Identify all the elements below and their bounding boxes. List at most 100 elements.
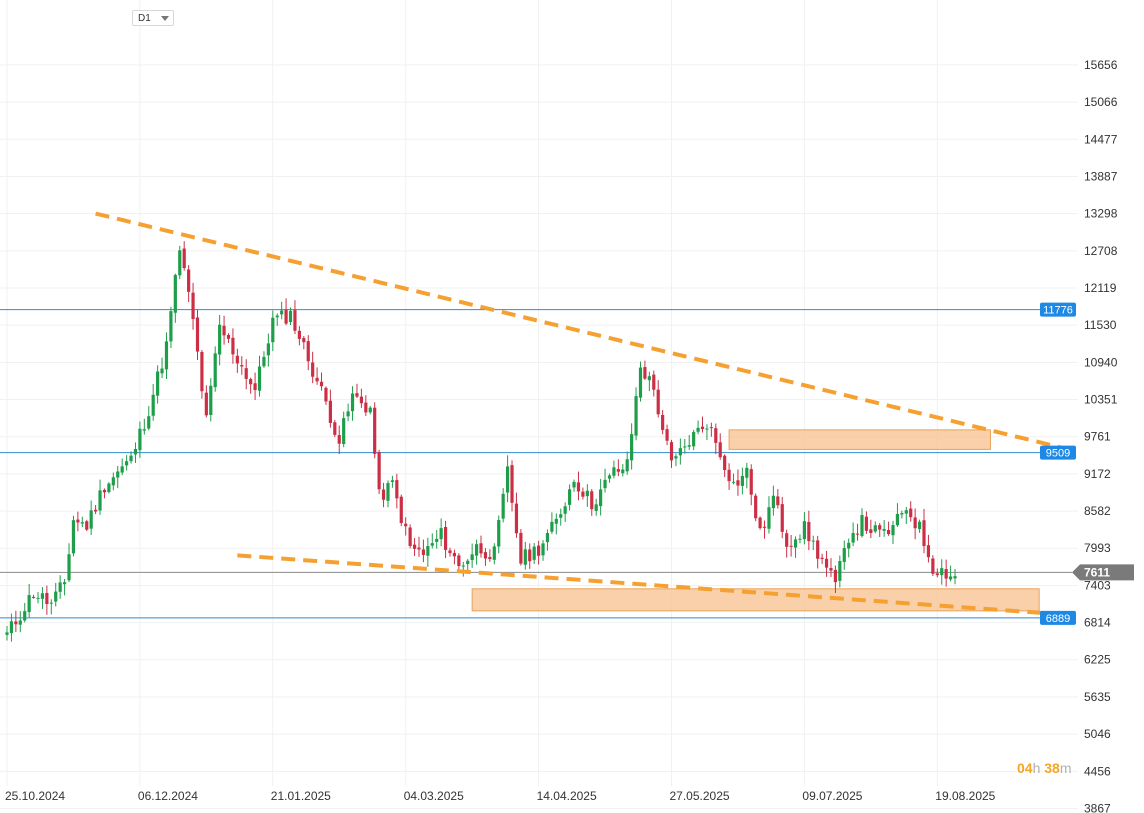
candle-body	[851, 533, 855, 543]
candle-body	[514, 503, 519, 534]
candles	[5, 241, 957, 642]
candle-body	[470, 554, 474, 561]
candle-body	[647, 376, 651, 381]
countdown-minutes: 38	[1044, 760, 1060, 776]
candle-body	[762, 526, 767, 528]
x-tick-label: 14.04.2025	[537, 789, 597, 803]
zones	[471, 429, 1040, 612]
candle-body	[749, 469, 753, 495]
candle-body	[510, 465, 514, 503]
candle-body	[940, 568, 944, 576]
candle-body	[771, 495, 775, 509]
candle-body	[718, 442, 722, 458]
y-tick-label: 6814	[1084, 616, 1111, 630]
candle-body	[23, 611, 27, 621]
candle-body	[474, 544, 479, 556]
candle-countdown: 04h 38m	[1017, 760, 1072, 776]
candle-body	[390, 480, 395, 482]
candle-body	[178, 250, 182, 276]
candle-body	[412, 544, 417, 549]
candle-body	[328, 400, 332, 423]
candle-body	[386, 483, 390, 501]
candle-body	[271, 317, 275, 343]
candle-body	[182, 248, 186, 269]
candle-body	[705, 428, 709, 430]
candle-body	[519, 532, 523, 564]
candle-body	[505, 466, 510, 493]
candle-body	[395, 480, 399, 499]
candle-body	[187, 269, 191, 292]
candle-body	[607, 475, 612, 479]
candle-body	[700, 426, 705, 430]
y-tick-label: 3867	[1084, 801, 1111, 813]
candle-body	[125, 461, 129, 466]
candle-body	[674, 456, 678, 459]
candle-body	[559, 514, 563, 518]
candle-body	[488, 556, 492, 560]
candle-body	[448, 550, 452, 554]
trendline	[237, 553, 1049, 616]
candle-body	[572, 481, 576, 488]
candle-body	[457, 555, 461, 567]
candle-body	[408, 527, 412, 546]
candle-body	[798, 538, 802, 540]
candle-body	[727, 469, 731, 482]
candle-body	[492, 546, 496, 560]
candle-body	[545, 532, 550, 543]
candle-body	[652, 374, 656, 390]
horizontal-levels	[0, 309, 1072, 619]
candle-body	[319, 381, 324, 387]
candle-body	[807, 521, 811, 542]
y-tick-label: 5635	[1084, 690, 1111, 704]
candle-body	[120, 466, 124, 473]
candle-body	[426, 545, 430, 556]
candle-body	[656, 389, 660, 415]
candle-body	[257, 366, 262, 391]
candle-body	[621, 469, 625, 474]
candle-body	[541, 543, 545, 556]
candle-body	[696, 427, 700, 432]
candle-body	[76, 519, 80, 523]
candle-body	[740, 475, 744, 486]
candle-body	[195, 317, 200, 352]
candle-body	[40, 593, 45, 599]
candle-body	[302, 338, 306, 343]
candle-body	[935, 573, 939, 576]
candle-body	[767, 507, 771, 529]
price-badges: 11776 9509 6889 7611	[1040, 302, 1134, 625]
candle-body	[80, 522, 84, 524]
candle-body	[368, 407, 372, 413]
candle-body	[209, 385, 213, 416]
candle-body	[430, 543, 434, 546]
candle-body	[306, 341, 310, 362]
candle-body	[102, 489, 107, 493]
candle-body	[89, 510, 93, 529]
candle-body	[355, 393, 359, 397]
y-tick-label: 10351	[1084, 393, 1118, 407]
candle-body	[723, 455, 727, 471]
level-badge-label: 11776	[1043, 305, 1073, 317]
candle-body	[49, 602, 53, 604]
x-tick-label: 27.05.2025	[670, 789, 730, 803]
candle-body	[802, 521, 806, 540]
axes: 15656 15066 14477 13887 13298 12708 12119 11530…	[5, 58, 1118, 813]
x-tick-label: 04.03.2025	[404, 789, 464, 803]
candle-body	[576, 482, 581, 492]
candle-body	[678, 448, 682, 456]
candle-body	[909, 508, 913, 518]
candle-body	[231, 337, 235, 355]
candle-body	[661, 414, 665, 430]
current-price-badge	[1072, 564, 1134, 581]
candle-body	[900, 513, 904, 515]
candle-body	[435, 538, 439, 542]
candle-body	[71, 520, 76, 554]
candle-body	[873, 525, 877, 532]
candle-body	[683, 446, 687, 448]
timeframe-selector[interactable]: D1	[132, 10, 174, 26]
candle-body	[612, 467, 616, 476]
candle-body	[107, 483, 111, 493]
level-badge	[1040, 445, 1076, 460]
candle-body	[745, 467, 749, 478]
